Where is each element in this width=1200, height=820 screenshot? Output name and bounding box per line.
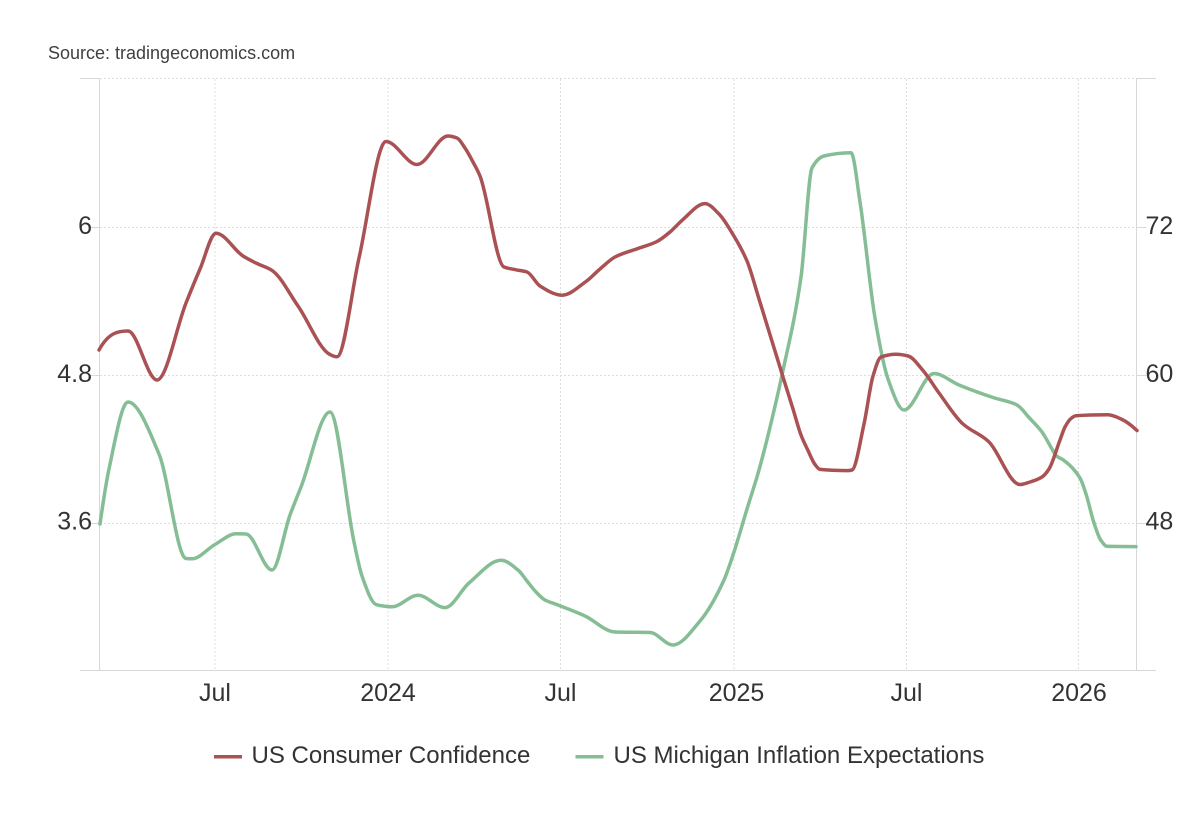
svg-text:4.8: 4.8 (57, 360, 92, 388)
svg-text:6: 6 (78, 212, 92, 240)
svg-text:2025: 2025 (709, 679, 765, 707)
svg-text:Jul: Jul (891, 679, 923, 707)
svg-text:Jul: Jul (545, 679, 577, 707)
svg-text:72: 72 (1146, 212, 1174, 240)
svg-text:2024: 2024 (360, 679, 416, 707)
svg-text:US Consumer Confidence: US Consumer Confidence (252, 742, 531, 769)
svg-text:48: 48 (1146, 508, 1174, 536)
svg-text:3.6: 3.6 (57, 508, 92, 536)
svg-text:2026: 2026 (1051, 679, 1107, 707)
svg-text:Jul: Jul (199, 679, 231, 707)
svg-text:US Michigan Inflation Expectat: US Michigan Inflation Expectations (614, 742, 985, 769)
svg-text:60: 60 (1146, 360, 1174, 388)
